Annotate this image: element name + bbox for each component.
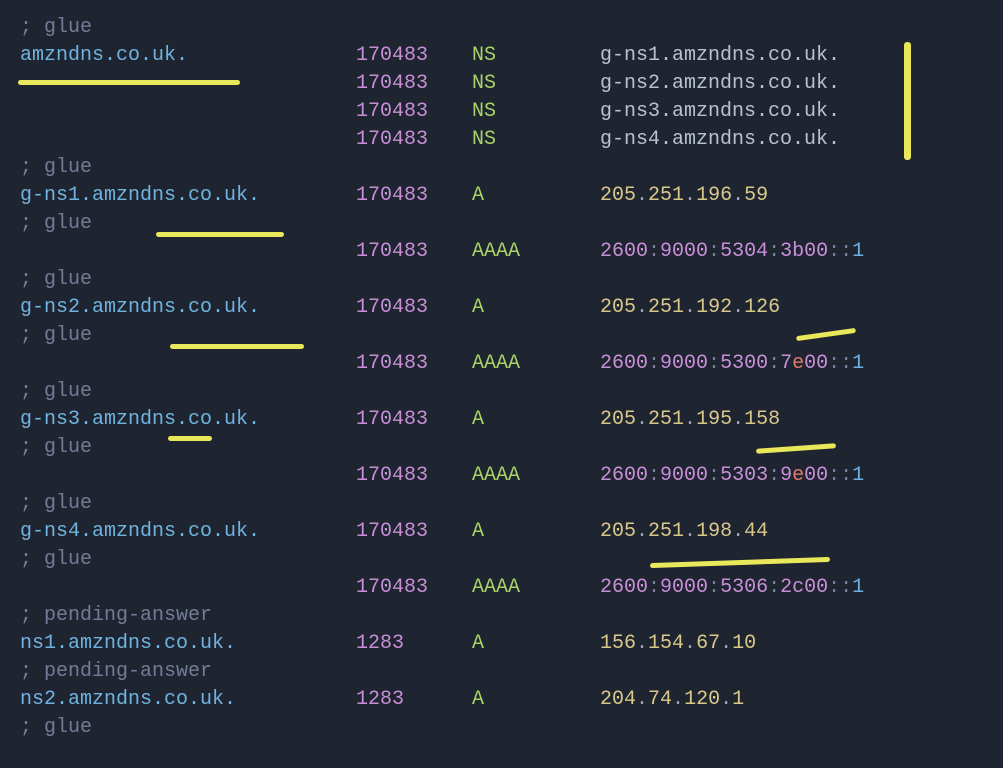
comment-line: ; glue: [20, 714, 1003, 742]
comment-line: ; glue: [20, 546, 1003, 574]
comment-text: ; glue: [20, 434, 92, 462]
record-type: A: [472, 406, 600, 434]
record-type: NS: [472, 126, 600, 154]
record-name: amzndns.co.uk.: [20, 42, 356, 70]
dns-record-row: ns2.amzndns.co.uk.1283A204.74.120.1: [20, 686, 1003, 714]
record-value: g-ns1.amzndns.co.uk.: [600, 42, 840, 70]
record-value: g-ns3.amzndns.co.uk.: [600, 98, 840, 126]
comment-text: ; glue: [20, 714, 92, 742]
dns-record-row: 170483AAAA2600:9000:5306:2c00::1: [20, 574, 1003, 602]
record-name: [20, 574, 356, 602]
record-value: 205.251.195.158: [600, 406, 780, 434]
comment-text: ; pending-answer: [20, 658, 212, 686]
record-ttl: 170483: [356, 42, 472, 70]
dns-record-row: 170483NSg-ns3.amzndns.co.uk.: [20, 98, 1003, 126]
record-type: NS: [472, 70, 600, 98]
record-ttl: 170483: [356, 98, 472, 126]
record-name: ns1.amzndns.co.uk.: [20, 630, 356, 658]
comment-line: ; glue: [20, 266, 1003, 294]
record-value: 2600:9000:5304:3b00::1: [600, 238, 864, 266]
comment-line: ; glue: [20, 210, 1003, 238]
record-type: AAAA: [472, 574, 600, 602]
dns-record-row: g-ns2.amzndns.co.uk.170483A205.251.192.1…: [20, 294, 1003, 322]
record-type: AAAA: [472, 462, 600, 490]
record-value: 205.251.198.44: [600, 518, 768, 546]
dns-record-row: g-ns4.amzndns.co.uk.170483A205.251.198.4…: [20, 518, 1003, 546]
record-value: 205.251.196.59: [600, 182, 768, 210]
dns-record-row: 170483NSg-ns4.amzndns.co.uk.: [20, 126, 1003, 154]
record-name: g-ns3.amzndns.co.uk.: [20, 406, 356, 434]
dns-record-row: 170483AAAA2600:9000:5300:7e00::1: [20, 350, 1003, 378]
record-name: [20, 462, 356, 490]
comment-line: ; pending-answer: [20, 602, 1003, 630]
record-ttl: 1283: [356, 686, 472, 714]
record-ttl: 170483: [356, 294, 472, 322]
record-type: NS: [472, 42, 600, 70]
dns-record-row: g-ns3.amzndns.co.uk.170483A205.251.195.1…: [20, 406, 1003, 434]
dns-record-row: 170483NSg-ns2.amzndns.co.uk.: [20, 70, 1003, 98]
comment-text: ; glue: [20, 322, 92, 350]
record-value: g-ns2.amzndns.co.uk.: [600, 70, 840, 98]
comment-text: ; glue: [20, 378, 92, 406]
record-name: [20, 126, 356, 154]
comment-text: ; pending-answer: [20, 602, 212, 630]
record-ttl: 170483: [356, 518, 472, 546]
comment-text: ; glue: [20, 490, 92, 518]
record-type: A: [472, 518, 600, 546]
record-name: g-ns1.amzndns.co.uk.: [20, 182, 356, 210]
dns-record-row: 170483AAAA2600:9000:5303:9e00::1: [20, 462, 1003, 490]
record-name: ns2.amzndns.co.uk.: [20, 686, 356, 714]
record-ttl: 170483: [356, 350, 472, 378]
record-name: g-ns2.amzndns.co.uk.: [20, 294, 356, 322]
dns-record-row: amzndns.co.uk.170483NSg-ns1.amzndns.co.u…: [20, 42, 1003, 70]
dns-record-row: 170483AAAA2600:9000:5304:3b00::1: [20, 238, 1003, 266]
dns-dig-output: ; glueamzndns.co.uk.170483NSg-ns1.amzndn…: [20, 14, 1003, 742]
dns-record-row: ns1.amzndns.co.uk.1283A156.154.67.10: [20, 630, 1003, 658]
record-name: [20, 70, 356, 98]
record-name: [20, 350, 356, 378]
comment-text: ; glue: [20, 266, 92, 294]
comment-text: ; glue: [20, 546, 92, 574]
record-type: A: [472, 686, 600, 714]
record-value: 2600:9000:5300:7e00::1: [600, 350, 864, 378]
record-value: 2600:9000:5303:9e00::1: [600, 462, 864, 490]
comment-text: ; glue: [20, 210, 92, 238]
record-ttl: 170483: [356, 406, 472, 434]
record-type: A: [472, 294, 600, 322]
record-value: 156.154.67.10: [600, 630, 756, 658]
record-name: [20, 98, 356, 126]
record-type: A: [472, 182, 600, 210]
record-name: [20, 238, 356, 266]
record-ttl: 170483: [356, 70, 472, 98]
record-name: g-ns4.amzndns.co.uk.: [20, 518, 356, 546]
record-type: NS: [472, 98, 600, 126]
comment-text: ; glue: [20, 14, 92, 42]
dns-record-row: g-ns1.amzndns.co.uk.170483A205.251.196.5…: [20, 182, 1003, 210]
comment-line: ; glue: [20, 154, 1003, 182]
comment-line: ; glue: [20, 378, 1003, 406]
record-value: g-ns4.amzndns.co.uk.: [600, 126, 840, 154]
record-ttl: 1283: [356, 630, 472, 658]
comment-line: ; glue: [20, 322, 1003, 350]
record-value: 205.251.192.126: [600, 294, 780, 322]
comment-line: ; glue: [20, 14, 1003, 42]
comment-line: ; pending-answer: [20, 658, 1003, 686]
comment-text: ; glue: [20, 154, 92, 182]
record-ttl: 170483: [356, 462, 472, 490]
record-ttl: 170483: [356, 126, 472, 154]
record-ttl: 170483: [356, 182, 472, 210]
record-type: AAAA: [472, 350, 600, 378]
record-value: 204.74.120.1: [600, 686, 744, 714]
record-type: A: [472, 630, 600, 658]
record-ttl: 170483: [356, 238, 472, 266]
record-value: 2600:9000:5306:2c00::1: [600, 574, 864, 602]
record-type: AAAA: [472, 238, 600, 266]
comment-line: ; glue: [20, 434, 1003, 462]
comment-line: ; glue: [20, 490, 1003, 518]
record-ttl: 170483: [356, 574, 472, 602]
